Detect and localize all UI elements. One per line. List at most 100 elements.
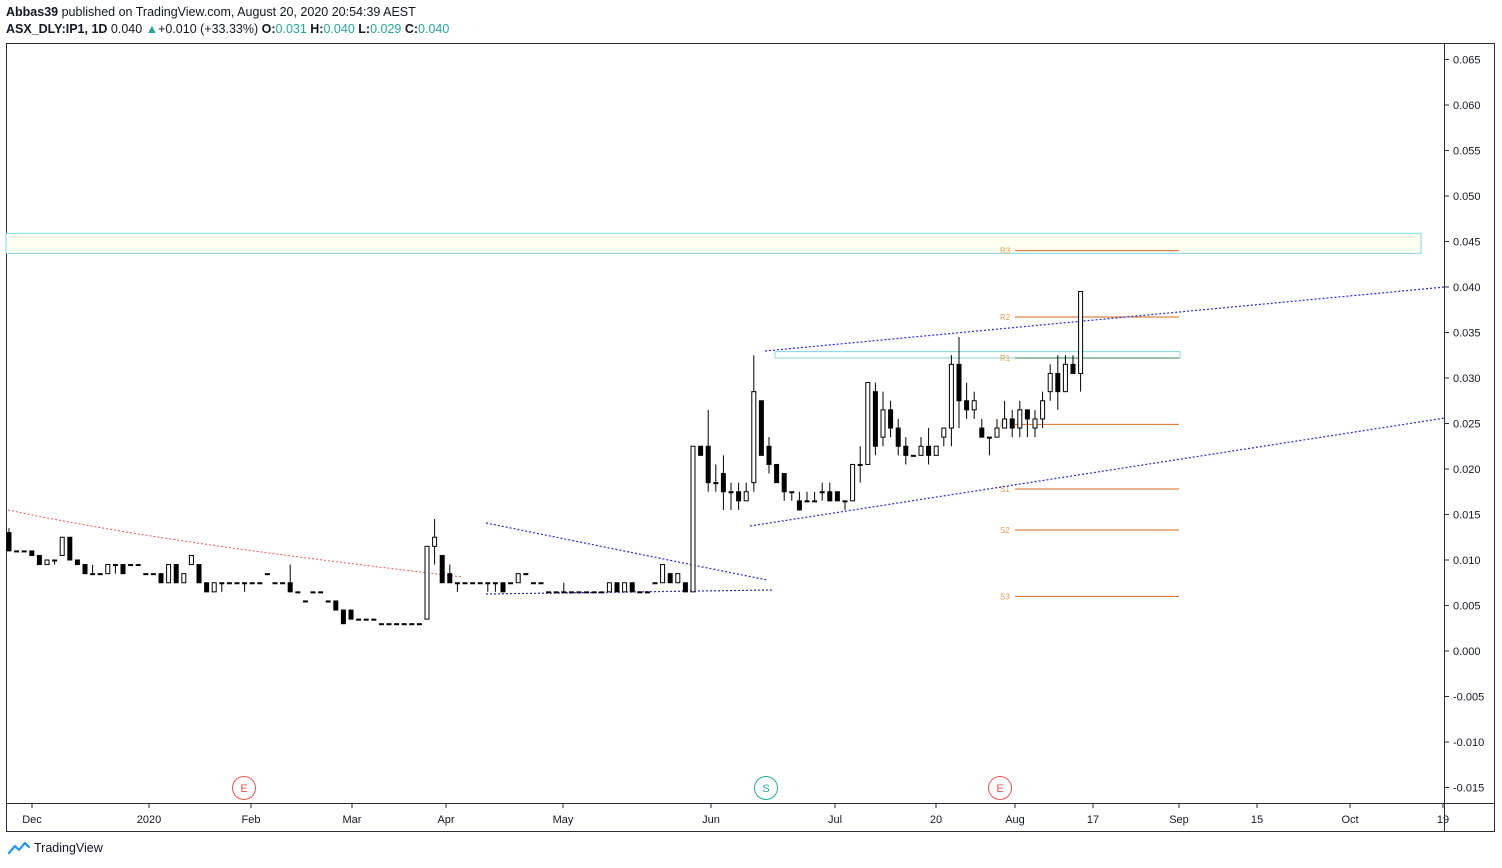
candle-116[interactable] — [888, 400, 894, 438]
candle-76[interactable] — [584, 591, 590, 594]
candle-136[interactable] — [1040, 391, 1046, 429]
candle-115[interactable] — [880, 391, 886, 447]
event-marker-2[interactable]: E — [988, 776, 1012, 800]
candle-30[interactable] — [234, 582, 240, 585]
candle-93[interactable] — [713, 464, 719, 492]
candle-4[interactable] — [36, 554, 42, 566]
candle-44[interactable] — [340, 609, 346, 625]
candle-54[interactable] — [416, 623, 422, 626]
candle-92[interactable] — [705, 409, 711, 492]
candle-20[interactable] — [158, 573, 164, 584]
candle-18[interactable] — [143, 573, 149, 576]
time-axis[interactable]: Dec 2020 Feb Mar Apr May Jun Jul 20 Aug 17 Sep 15 Oct… — [22, 803, 1449, 826]
channel-lower-line[interactable] — [749, 417, 1446, 527]
footer-brand[interactable]: TradingView — [34, 841, 103, 855]
candle-37[interactable] — [287, 564, 293, 593]
candle-13[interactable] — [105, 564, 111, 575]
candle-82[interactable] — [629, 582, 635, 593]
candle-0[interactable] — [6, 528, 12, 552]
candle-73[interactable] — [561, 582, 567, 594]
candle-26[interactable] — [204, 582, 210, 593]
candle-10[interactable] — [82, 564, 88, 575]
candle-125[interactable] — [956, 337, 962, 429]
candle-61[interactable] — [470, 582, 476, 585]
candle-29[interactable] — [226, 582, 232, 585]
candle-22[interactable] — [173, 564, 179, 584]
candle-80[interactable] — [614, 582, 620, 593]
candle-105[interactable] — [804, 491, 810, 503]
candle-49[interactable] — [378, 623, 384, 626]
candle-62[interactable] — [477, 582, 483, 585]
resistance-zone[interactable] — [5, 232, 1422, 254]
candle-127[interactable] — [971, 391, 977, 419]
candle-110[interactable] — [842, 500, 848, 510]
candle-8[interactable] — [67, 536, 73, 561]
candle-90[interactable] — [690, 445, 696, 593]
candle-86[interactable] — [660, 564, 666, 584]
red-downtrend-line[interactable] — [7, 509, 463, 578]
candle-48[interactable] — [371, 618, 377, 621]
candle-24[interactable] — [188, 554, 194, 566]
candle-89[interactable] — [682, 582, 688, 593]
candle-128[interactable] — [979, 418, 985, 438]
candle-71[interactable] — [546, 591, 552, 594]
candle-9[interactable] — [74, 559, 80, 566]
candle-120[interactable] — [918, 437, 924, 456]
candle-85[interactable] — [652, 582, 658, 585]
candle-124[interactable] — [948, 355, 954, 447]
candle-72[interactable] — [553, 591, 559, 594]
candle-94[interactable] — [720, 455, 726, 510]
candle-141[interactable] — [1078, 291, 1084, 392]
candle-99[interactable] — [758, 400, 764, 456]
candle-7[interactable] — [59, 536, 65, 556]
candle-42[interactable] — [325, 600, 331, 603]
event-marker-0[interactable]: E — [232, 776, 256, 800]
candle-104[interactable] — [796, 491, 802, 511]
candle-113[interactable] — [865, 382, 871, 465]
candle-16[interactable] — [128, 564, 134, 567]
chart-canvas[interactable]: R3R2R1PS1S2S3 0.0650.0600.0550.0500.0450… — [0, 0, 1502, 840]
candle-47[interactable] — [363, 618, 369, 621]
candle-34[interactable] — [264, 573, 270, 576]
candle-74[interactable] — [568, 591, 574, 594]
candle-41[interactable] — [318, 591, 324, 594]
candle-122[interactable] — [933, 445, 939, 456]
candle-138[interactable] — [1055, 355, 1061, 410]
candle-39[interactable] — [302, 600, 308, 603]
candle-75[interactable] — [576, 591, 582, 594]
candle-81[interactable] — [622, 582, 628, 593]
candle-109[interactable] — [834, 491, 840, 502]
candle-79[interactable] — [606, 582, 612, 593]
candle-131[interactable] — [1002, 400, 1008, 429]
candle-119[interactable] — [910, 454, 916, 457]
candle-70[interactable] — [538, 582, 544, 585]
candle-78[interactable] — [599, 591, 605, 594]
candle-50[interactable] — [386, 623, 392, 626]
candle-33[interactable] — [257, 582, 263, 585]
candle-55[interactable] — [424, 545, 430, 620]
candle-12[interactable] — [97, 573, 103, 576]
candle-100[interactable] — [766, 437, 772, 474]
candle-53[interactable] — [409, 623, 415, 626]
candle-32[interactable] — [249, 582, 255, 585]
candle-102[interactable] — [781, 473, 787, 501]
candle-17[interactable] — [135, 564, 141, 567]
candle-106[interactable] — [812, 491, 818, 503]
candle-112[interactable] — [857, 446, 863, 483]
candle-139[interactable] — [1062, 355, 1068, 393]
candle-19[interactable] — [150, 573, 156, 576]
candle-95[interactable] — [728, 482, 734, 510]
candle-14[interactable] — [112, 564, 118, 574]
candle-130[interactable] — [994, 418, 1000, 438]
candle-21[interactable] — [166, 564, 172, 584]
candle-83[interactable] — [637, 591, 643, 594]
candle-91[interactable] — [698, 445, 704, 456]
candle-126[interactable] — [964, 382, 970, 419]
candle-135[interactable] — [1032, 409, 1038, 438]
candle-133[interactable] — [1017, 400, 1023, 438]
candle-123[interactable] — [941, 427, 947, 447]
candle-25[interactable] — [196, 564, 202, 584]
event-marker-1[interactable]: S — [754, 776, 778, 800]
candle-111[interactable] — [850, 463, 856, 502]
candle-11[interactable] — [90, 564, 96, 576]
